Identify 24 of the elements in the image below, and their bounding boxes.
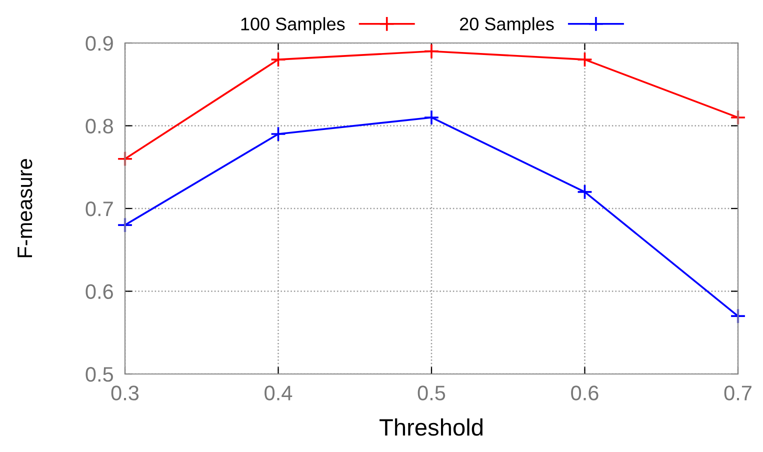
x-tick-label: 0.3: [111, 386, 139, 400]
point: [117, 217, 133, 233]
x-tick-label: 0.4: [264, 386, 292, 400]
y-tick-label: 0.8: [86, 118, 113, 134]
x-axis-title: Threshold: [380, 418, 482, 436]
point: [270, 52, 286, 68]
point: [730, 110, 746, 126]
y-tick-label: 0.9: [86, 36, 113, 51]
y-axis-title: F-measure: [18, 159, 32, 258]
y-tick-label: 0.5: [86, 367, 114, 382]
point: [576, 184, 593, 200]
y-tick-label: 0.7: [86, 202, 113, 216]
y-tick-label: 0.6: [86, 284, 113, 300]
x-tick-label: 0.5: [418, 386, 446, 400]
point: [270, 126, 286, 142]
point: [424, 43, 440, 60]
point: [576, 52, 593, 68]
x-tick-label: 0.6: [571, 386, 598, 400]
legend-label: 100 Samples: [241, 17, 345, 34]
point: [117, 151, 133, 167]
point: [730, 308, 746, 324]
x-tick-label: 0.7: [724, 386, 752, 400]
point: [424, 110, 440, 126]
legend-label: 20 Samples: [460, 17, 554, 34]
